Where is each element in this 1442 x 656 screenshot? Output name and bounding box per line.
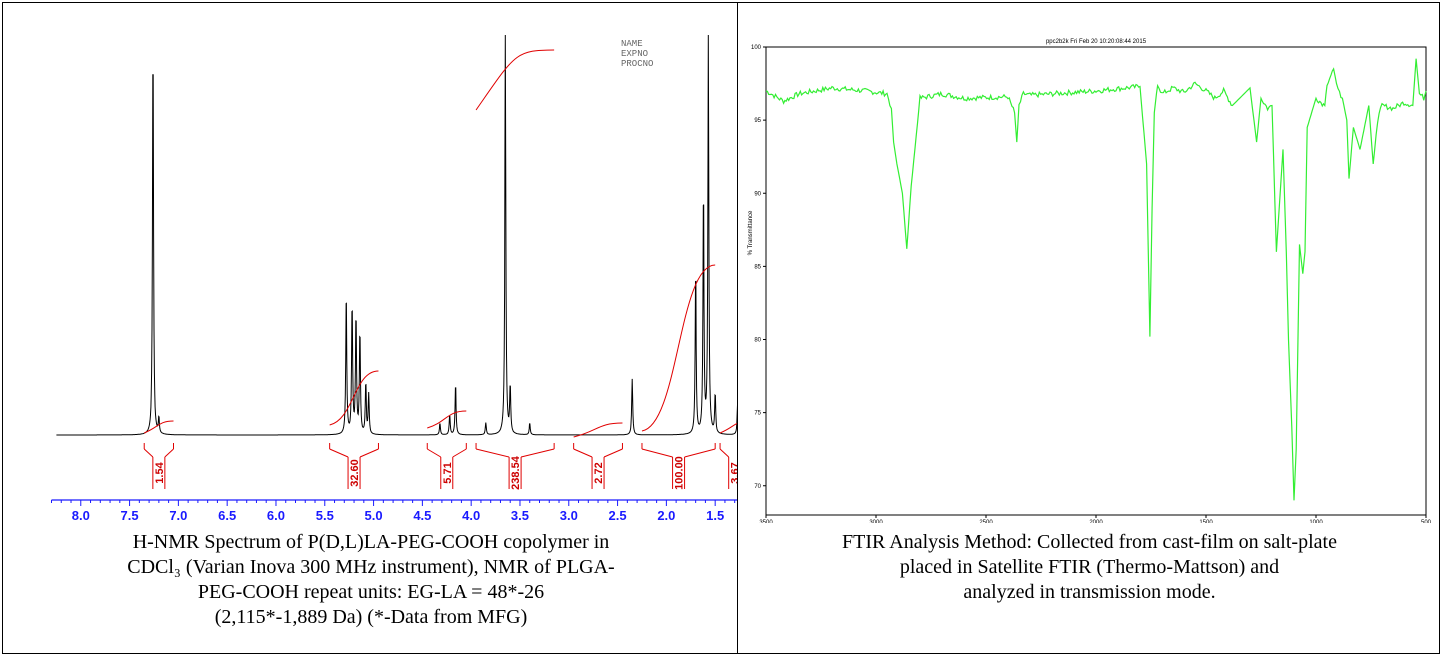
ftir-x-tick-label: 1000 xyxy=(1309,520,1323,523)
nmr-tick-label: 8.0 xyxy=(72,508,90,523)
ftir-y-tick-label: 75 xyxy=(754,411,761,417)
nmr-tick-label: 5.0 xyxy=(365,508,383,523)
integral-bracket-slant xyxy=(359,448,379,458)
ftir-x-tick-label: 500 xyxy=(1421,520,1432,523)
nmr-metadata-label: PROCNO xyxy=(621,59,653,69)
ftir-y-tick-label: 90 xyxy=(754,191,761,197)
integral-bracket-slant xyxy=(719,448,730,458)
nmr-tick-label: 7.0 xyxy=(169,508,187,523)
integral-bracket-slant xyxy=(573,448,593,458)
nmr-tick-label: 7.5 xyxy=(121,508,139,523)
ftir-spectrum-line xyxy=(765,58,1427,501)
nmr-tick-label: 2.5 xyxy=(609,508,627,523)
ftir-panel: 70 75 80 85 90 95 100 3500 3000 2500 2000 1500 1000 5… xyxy=(737,2,1440,654)
nmr-caption-line-3: PEG-COOH repeat units: EG-LA = 48*-26 xyxy=(197,581,545,603)
nmr-tick-label: 6.5 xyxy=(218,508,236,523)
ftir-y-tick-label: 85 xyxy=(754,264,761,270)
integral-bracket-slant xyxy=(427,448,442,458)
integral-label: 32.60 xyxy=(349,459,361,487)
nmr-caption-line-1: H-NMR Spectrum of P(D,L)LA-PEG-COOH copo… xyxy=(132,531,610,553)
ftir-title: ppc2b2k Fri Feb 20 10:20:08:44 2015 xyxy=(1046,39,1147,45)
ftir-x-tick-label: 2000 xyxy=(1089,520,1103,523)
ftir-caption: FTIR Analysis Method: Collected from cas… xyxy=(748,530,1431,605)
integral-bracket-slant xyxy=(143,448,154,458)
ftir-x-tick-label: 1500 xyxy=(1199,520,1213,523)
integral-bracket-slant xyxy=(520,448,555,458)
integral-label: 2.72 xyxy=(593,462,605,483)
ftir-caption-line-2: placed in Satellite FTIR (Thermo-Mattson… xyxy=(899,556,1280,578)
nmr-integral-curve xyxy=(427,410,467,429)
integral-label: 3.67 xyxy=(730,462,737,483)
integral-bracket-slant xyxy=(684,448,716,458)
nmr-tick-label: 4.5 xyxy=(413,508,431,523)
nmr-tick-label: 4.0 xyxy=(462,508,480,523)
ftir-y-tick-label: 70 xyxy=(754,484,761,490)
nmr-tick-label: 3.0 xyxy=(560,508,578,523)
ftir-y-axis-label: % Transmittance xyxy=(748,210,754,255)
nmr-integral-curve xyxy=(641,264,716,432)
nmr-caption: H-NMR Spectrum of P(D,L)LA-PEG-COOH copo… xyxy=(13,530,729,630)
nmr-panel: 1.5432.605.71238.542.72100.003.671.378.0… xyxy=(2,2,738,654)
nmr-metadata-label: EXPNO xyxy=(621,49,648,59)
nmr-spectrum-chart: 1.5432.605.71238.542.72100.003.671.378.0… xyxy=(50,34,737,523)
integral-label: 5.71 xyxy=(442,462,454,483)
integral-bracket-slant xyxy=(164,448,174,458)
ftir-x-tick-label: 2500 xyxy=(979,520,993,523)
nmr-integral-curve xyxy=(573,422,623,438)
nmr-integral-curve xyxy=(475,49,555,111)
nmr-metadata-label: NAME xyxy=(621,39,643,49)
integral-bracket-slant xyxy=(452,448,467,458)
ftir-plot-frame xyxy=(765,46,1427,516)
ftir-y-tick-label: 80 xyxy=(754,338,761,344)
nmr-integral-curve xyxy=(719,422,737,434)
integral-label: 1.54 xyxy=(154,461,166,483)
integral-bracket-slant xyxy=(475,448,510,458)
ftir-y-tick-label: 95 xyxy=(754,118,761,124)
integral-bracket-slant xyxy=(641,448,673,458)
ftir-caption-line-1: FTIR Analysis Method: Collected from cas… xyxy=(842,531,1337,553)
ftir-caption-line-3: analyzed in transmission mode. xyxy=(963,581,1216,603)
nmr-caption-line-4: (2,115*-1,889 Da) (*-Data from MFG) xyxy=(214,606,528,628)
nmr-integral-curve xyxy=(144,420,174,434)
ftir-spectrum-chart: 70 75 80 85 90 95 100 3500 3000 2500 2000 1500 1000 5… xyxy=(748,39,1432,523)
integral-label: 238.54 xyxy=(510,455,522,490)
nmr-caption-line-2: CDCl₃ (Varian Inova 300 MHz instrument),… xyxy=(127,556,615,578)
integral-bracket-slant xyxy=(603,448,623,458)
integral-label: 100.00 xyxy=(674,456,686,490)
nmr-integral-curve xyxy=(329,370,379,426)
nmr-tick-label: 5.5 xyxy=(316,508,334,523)
nmr-tick-label: 1.5 xyxy=(706,508,724,523)
nmr-tick-label: 3.5 xyxy=(511,508,529,523)
ftir-x-tick-label: 3500 xyxy=(759,520,773,523)
nmr-spectrum-line xyxy=(56,34,737,436)
nmr-tick-label: 6.0 xyxy=(267,508,285,523)
integral-bracket-slant xyxy=(329,448,349,458)
ftir-y-tick-label: 100 xyxy=(751,45,762,51)
ftir-x-tick-label: 3000 xyxy=(869,520,883,523)
nmr-tick-label: 2.0 xyxy=(657,508,675,523)
